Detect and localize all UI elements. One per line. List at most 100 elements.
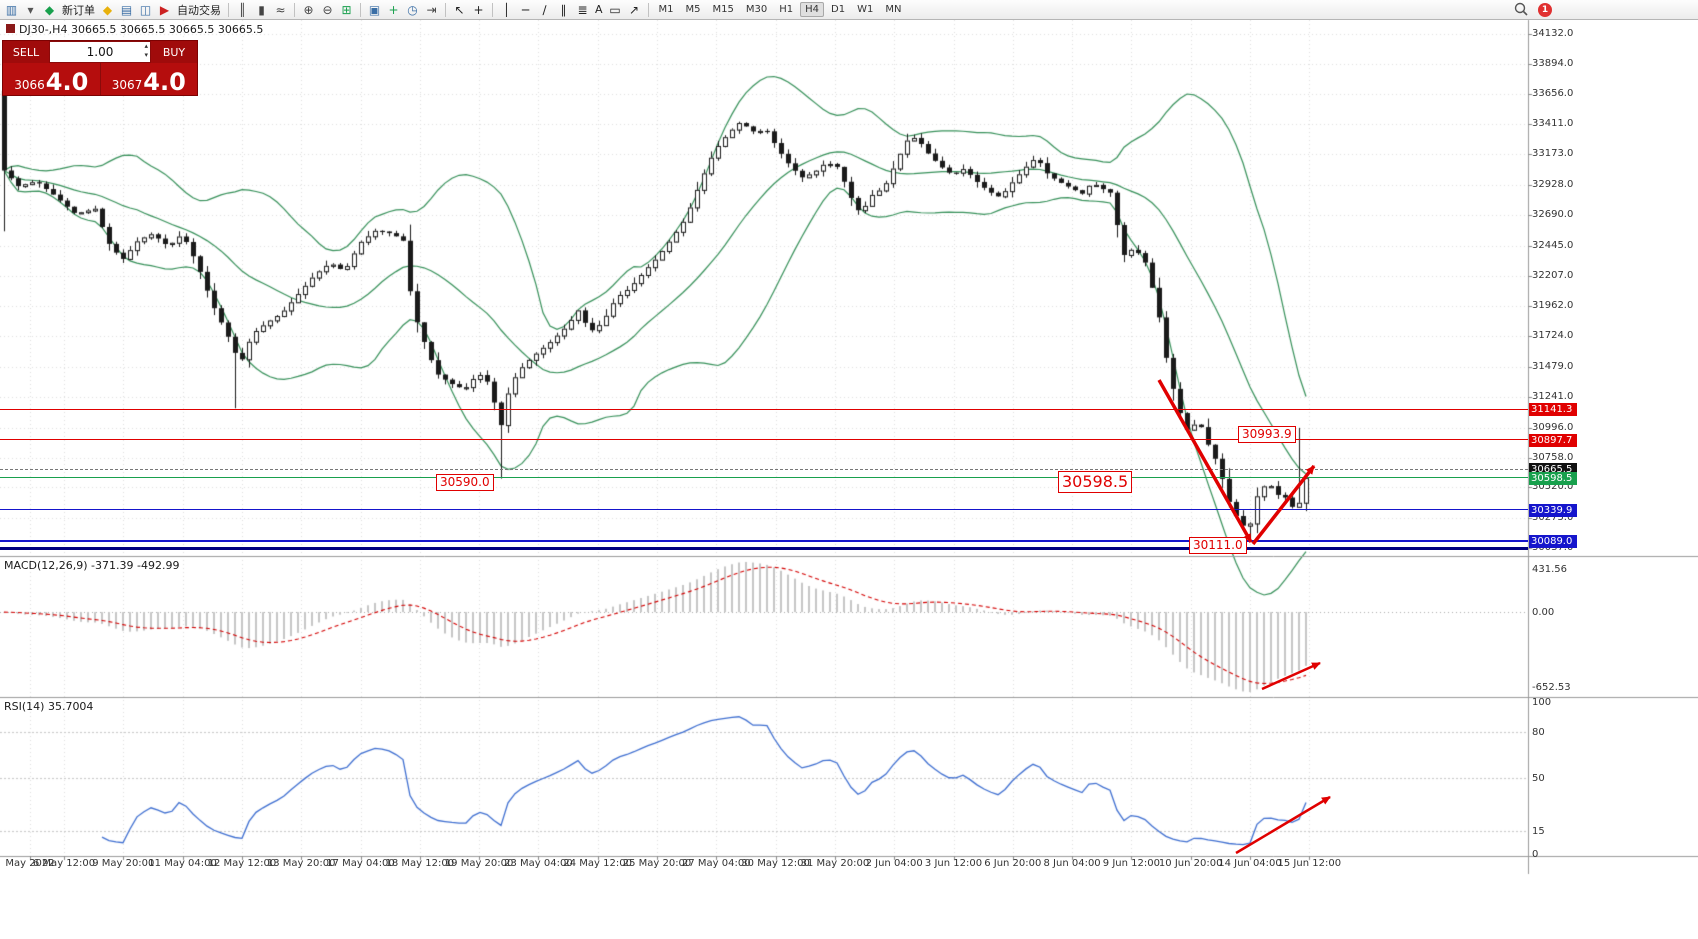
sell-button[interactable]: SELL bbox=[3, 41, 49, 63]
volume-up-icon[interactable]: ▴ bbox=[144, 42, 148, 50]
cascade-windows-icon[interactable]: ▣ bbox=[368, 2, 381, 17]
timeframe-button-m5[interactable]: M5 bbox=[685, 4, 701, 15]
time-axis-label: 15 Jun 12:00 bbox=[1277, 858, 1342, 869]
market-watch-icon[interactable]: ▤ bbox=[120, 2, 133, 17]
toolbar-separator bbox=[492, 2, 493, 17]
timeframe-button-w1[interactable]: W1 bbox=[857, 4, 874, 15]
toolbar-separator bbox=[360, 2, 361, 17]
vertical-line-icon[interactable]: │ bbox=[502, 2, 511, 17]
line-chart-icon[interactable]: ≈ bbox=[275, 2, 286, 17]
time-axis-label: 2 Jun 04:00 bbox=[865, 858, 923, 869]
price-level-badge: 30339.9 bbox=[1529, 503, 1577, 517]
time-axis-label: 17 May 04:00 bbox=[326, 858, 395, 869]
time-axis-label: 8 Jun 04:00 bbox=[1043, 858, 1101, 869]
macd-legend: MACD(12,26,9) -371.39 -492.99 bbox=[4, 559, 180, 572]
volume-down-icon[interactable]: ▾ bbox=[144, 51, 148, 59]
time-axis-label: 27 May 04:00 bbox=[682, 858, 751, 869]
timeframe-button-h4[interactable]: H4 bbox=[800, 2, 825, 17]
price-level-line[interactable] bbox=[0, 546, 1528, 550]
chart-shift-icon[interactable]: ⇥ bbox=[426, 2, 437, 17]
time-axis-label: 24 May 12:00 bbox=[563, 858, 632, 869]
candlestick-icon[interactable]: ▮ bbox=[258, 2, 265, 17]
price-axis-label: 32690.0 bbox=[1532, 208, 1574, 220]
buy-button[interactable]: BUY bbox=[151, 41, 197, 63]
price-axis-label: 31241.0 bbox=[1532, 390, 1574, 402]
price-axis-label: 30520.0 bbox=[1532, 481, 1574, 493]
toolbar-right-group: 1 bbox=[1514, 2, 1552, 17]
one-click-trading-panel: SELL 1.00 ▴ ▾ BUY 3066 4.0 3067 4.0 bbox=[2, 40, 198, 96]
arrows-tool-icon[interactable]: ↗ bbox=[629, 2, 640, 17]
price-axis-label: 32207.0 bbox=[1532, 269, 1574, 281]
time-axis-label: 6 May 12:00 bbox=[32, 858, 96, 869]
mql-icon[interactable]: ◆ bbox=[102, 2, 113, 17]
timeframe-button-mn[interactable]: MN bbox=[885, 4, 902, 15]
dropdown-icon[interactable]: ▾ bbox=[27, 2, 34, 17]
price-level-line[interactable] bbox=[0, 477, 1528, 479]
chart-window-icon[interactable]: ▥ bbox=[5, 2, 18, 17]
cursor-icon[interactable]: ↖ bbox=[454, 2, 465, 17]
price-level-line[interactable] bbox=[0, 509, 1528, 511]
autotrade-icon[interactable]: ▶ bbox=[159, 2, 170, 17]
rsi-axis-label: 100 bbox=[1532, 697, 1552, 708]
time-axis-label: 3 Jun 12:00 bbox=[924, 858, 983, 869]
price-axis-label: 32928.0 bbox=[1532, 179, 1574, 191]
toolbar-separator bbox=[445, 2, 446, 17]
price-axis-label: 30275.0 bbox=[1532, 512, 1574, 524]
price-annotation[interactable]: 30993.9 bbox=[1238, 426, 1296, 443]
timeframe-button-h1[interactable]: H1 bbox=[779, 4, 794, 15]
time-axis-label: 9 May 20:00 bbox=[92, 858, 155, 869]
autotrade-label[interactable]: 自动交易 bbox=[177, 3, 221, 17]
auto-scroll-icon[interactable]: ◷ bbox=[407, 2, 418, 17]
timeframe-button-m30[interactable]: M30 bbox=[745, 4, 768, 15]
volume-value[interactable]: 1.00 bbox=[86, 45, 114, 59]
horizontal-line-icon[interactable]: ─ bbox=[521, 2, 530, 17]
price-level-line[interactable] bbox=[0, 439, 1528, 441]
time-axis-label: 10 Jun 20:00 bbox=[1158, 858, 1223, 869]
trendline-icon[interactable]: ∕ bbox=[542, 2, 547, 17]
price-axis-label: 30996.0 bbox=[1532, 421, 1574, 433]
timeframe-button-d1[interactable]: D1 bbox=[831, 4, 846, 15]
price-annotation[interactable]: 30111.0 bbox=[1189, 537, 1247, 554]
price-axis-label: 31962.0 bbox=[1532, 300, 1574, 312]
price-annotation[interactable]: 30598.5 bbox=[1058, 471, 1133, 493]
bar-chart-icon[interactable]: ║ bbox=[238, 2, 247, 17]
volume-stepper[interactable]: 1.00 ▴ ▾ bbox=[49, 41, 151, 63]
rsi-axis-label: 80 bbox=[1532, 727, 1545, 739]
new-chart-icon[interactable]: + bbox=[388, 2, 399, 17]
search-icon[interactable] bbox=[1514, 2, 1529, 17]
label-tool-icon[interactable]: ▭ bbox=[609, 2, 621, 17]
price-axis-label: 31724.0 bbox=[1532, 330, 1574, 342]
time-axis-label: 6 Jun 20:00 bbox=[984, 858, 1042, 869]
timeframe-button-m15[interactable]: M15 bbox=[712, 4, 734, 15]
fibonacci-icon[interactable]: ≣ bbox=[577, 2, 588, 17]
notification-badge[interactable]: 1 bbox=[1538, 2, 1552, 17]
time-axis-label: 25 May 20:00 bbox=[622, 858, 692, 869]
toolbar-separator bbox=[647, 2, 649, 17]
price-level-line[interactable] bbox=[0, 540, 1528, 543]
zoom-out-icon[interactable]: ⊖ bbox=[322, 2, 333, 17]
price-annotation[interactable]: 30590.0 bbox=[436, 474, 494, 491]
price-level-badge: 30897.7 bbox=[1529, 433, 1577, 447]
time-axis-label: 19 May 20:00 bbox=[444, 858, 514, 869]
zoom-in-icon[interactable]: ⊕ bbox=[303, 2, 314, 17]
toolbar-separator bbox=[228, 2, 229, 17]
price-level-badge: 30089.0 bbox=[1529, 535, 1577, 549]
data-window-icon[interactable]: ◫ bbox=[139, 2, 152, 17]
price-level-line[interactable] bbox=[0, 468, 1528, 470]
price-level-line[interactable] bbox=[0, 408, 1528, 410]
time-axis-label: 30 May 12:00 bbox=[741, 858, 810, 869]
timeframe-button-m1[interactable]: M1 bbox=[658, 4, 674, 15]
buy-price[interactable]: 3067 4.0 bbox=[111, 68, 186, 96]
time-axis-label: 23 May 04:00 bbox=[504, 858, 573, 869]
sell-price[interactable]: 3066 4.0 bbox=[3, 63, 101, 95]
text-tool[interactable]: A bbox=[595, 3, 603, 16]
crosshair-icon[interactable]: + bbox=[473, 2, 484, 17]
new-order-icon[interactable]: ◆ bbox=[44, 2, 55, 17]
rsi-axis-label: 0 bbox=[1532, 849, 1539, 860]
tile-windows-icon[interactable]: ⊞ bbox=[341, 2, 352, 17]
new-order-label[interactable]: 新订单 bbox=[62, 3, 95, 17]
price-level-badge: 31141.3 bbox=[1529, 403, 1577, 417]
rsi-axis-label: 15 bbox=[1532, 826, 1545, 838]
price-axis-label: 33173.0 bbox=[1532, 148, 1574, 160]
channel-icon[interactable]: ∥ bbox=[560, 2, 567, 17]
